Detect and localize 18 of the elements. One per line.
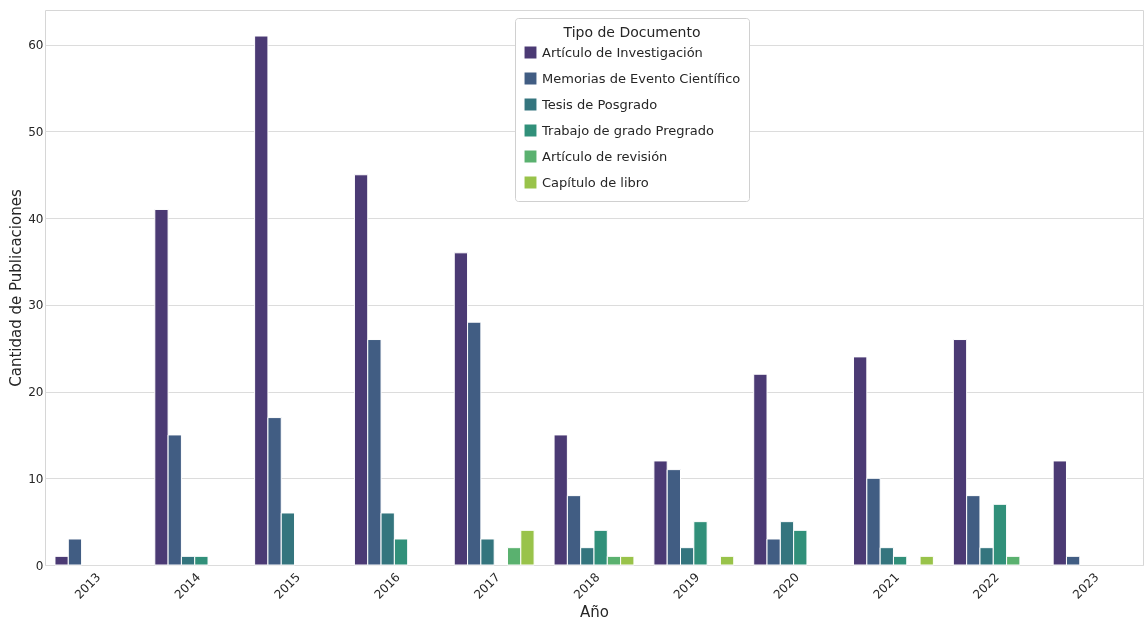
bar [919,555,934,566]
y-tick-label: 0 [35,558,44,573]
legend-label: Trabajo de grado Pregrado [541,122,715,138]
y-tick-label: 30 [28,298,44,313]
bar [719,555,735,566]
legend-label: Capítulo de libro [542,174,649,190]
y-tick-label: 40 [28,211,44,226]
y-tick-label: 20 [28,385,44,400]
legend-label: Tesis de Posgrado [541,96,658,112]
y-tick-label: 50 [28,124,44,139]
y-axis-title: Cantidad de Publicaciones [7,189,26,387]
x-axis-title: Año [580,602,609,621]
y-tick-label: 60 [28,38,44,53]
y-tick-label: 10 [28,471,44,486]
legend-label: Artículo de Investigación [542,44,703,60]
legend-title: Tipo de Documento [562,24,701,40]
legend-label: Memorias de Evento Científico [542,70,741,86]
legend-label: Artículo de revisión [542,148,668,164]
